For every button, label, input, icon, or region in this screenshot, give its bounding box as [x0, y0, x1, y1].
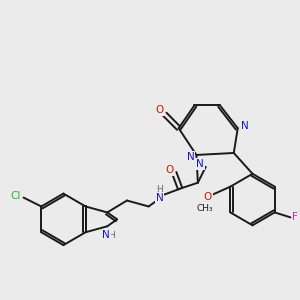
- Text: N: N: [156, 193, 163, 202]
- Text: O: O: [156, 105, 164, 116]
- Text: N: N: [102, 230, 110, 240]
- Text: Cl: Cl: [11, 190, 21, 201]
- Text: H: H: [156, 185, 163, 194]
- Text: N: N: [196, 159, 204, 169]
- Text: O: O: [204, 192, 212, 202]
- Text: O: O: [165, 165, 173, 175]
- Text: F: F: [292, 212, 298, 222]
- Text: CH₃: CH₃: [196, 204, 213, 213]
- Text: N: N: [241, 121, 248, 131]
- Text: H: H: [108, 231, 115, 240]
- Text: N: N: [187, 152, 194, 162]
